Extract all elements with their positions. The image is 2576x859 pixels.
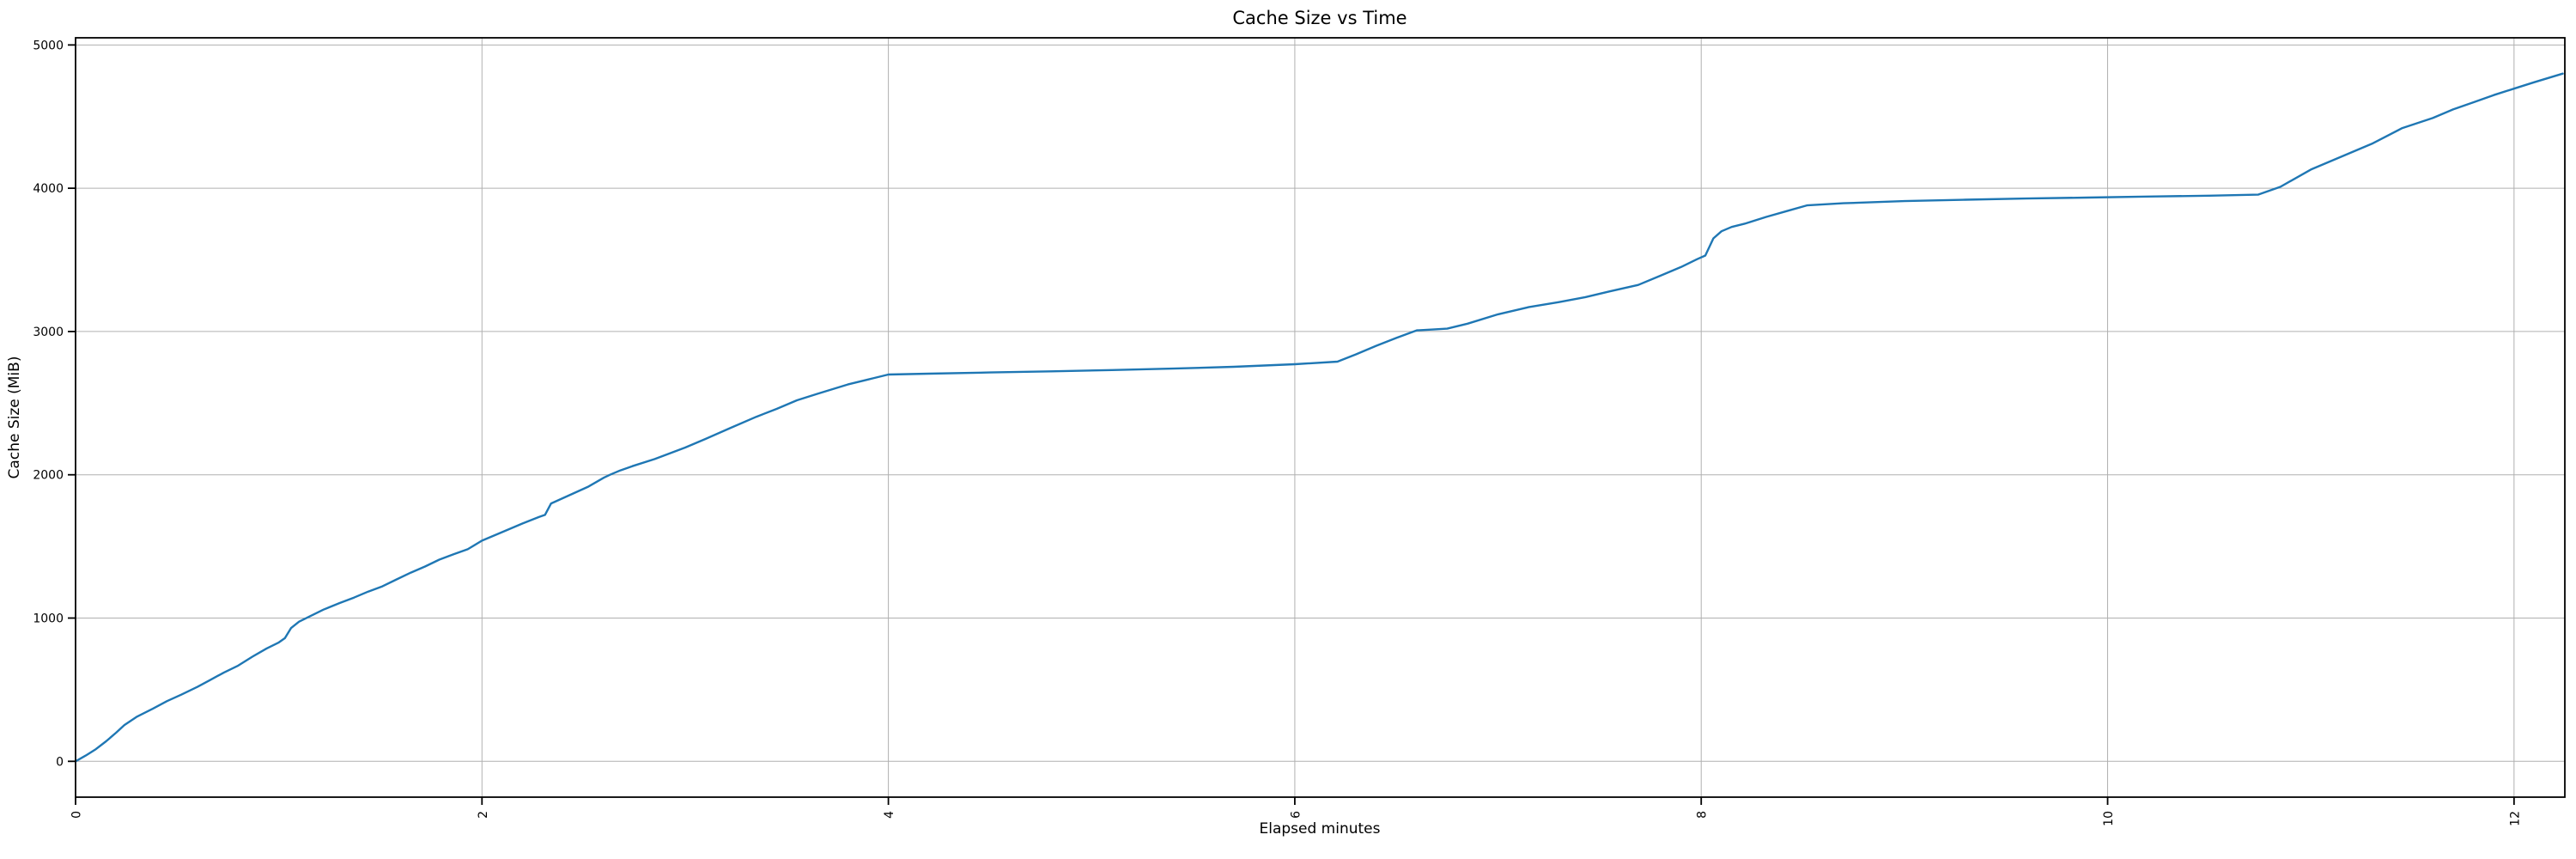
cache-size-line	[74, 72, 2564, 763]
chart-title: Cache Size vs Time	[1232, 8, 1406, 28]
y-tick-label: 3000	[33, 326, 64, 339]
x-tick-label: 2	[477, 811, 490, 819]
x-tick-label: 0	[70, 811, 84, 819]
x-tick-label: 4	[883, 811, 896, 819]
data-layer	[74, 72, 2564, 763]
x-tick-label: 12	[2508, 811, 2522, 826]
x-tick-label: 10	[2102, 811, 2116, 826]
gridlines-layer	[75, 38, 2565, 797]
y-tick-label: 4000	[33, 182, 64, 196]
axes-spines	[75, 37, 2566, 798]
y-tick-label: 1000	[33, 612, 64, 626]
y-tick-label: 0	[56, 755, 64, 769]
x-tick-label: 8	[1696, 811, 1710, 819]
tick-labels-layer: 0 2 4 6 8 10 12 0 1000 2000 3000 4000 5000	[33, 39, 2522, 825]
x-axis-label: Elapsed minutes	[1260, 820, 1381, 838]
x-tick-label: 6	[1289, 811, 1303, 819]
axes-layer	[68, 37, 2566, 805]
y-tick-label: 5000	[33, 39, 64, 52]
y-axis-label: Cache Size (MiB)	[6, 356, 23, 479]
y-tick-label: 2000	[33, 469, 64, 483]
